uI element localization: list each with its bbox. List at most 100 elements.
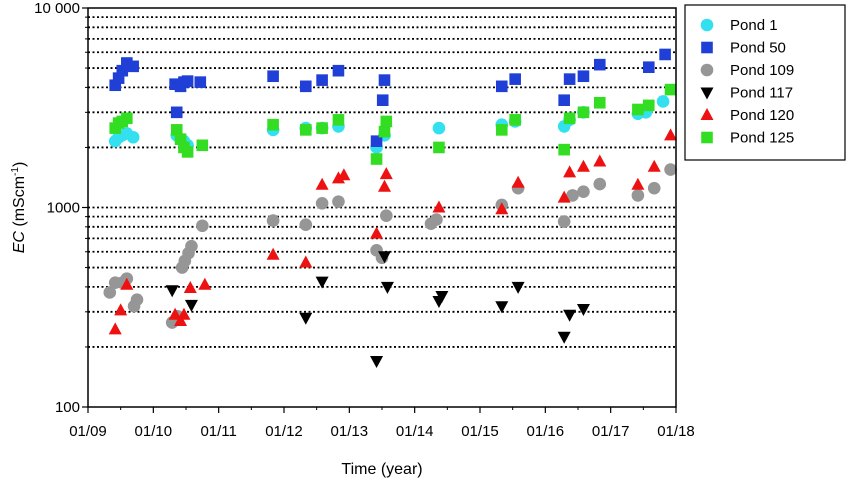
pond-117-point [370,356,384,369]
pond-120-point [174,313,188,326]
pond-109-point [103,286,117,299]
pond-125-point [170,124,183,136]
data-points [103,48,678,369]
pond-109-point [315,196,329,210]
pond-1-point [656,95,670,108]
pond-50-point [121,57,133,69]
legend-label-pond-1: Pond 1 [730,17,778,34]
pond-50-point [577,70,590,83]
x-tick-label: 01/12 [265,423,303,440]
pond-125-point [181,146,194,158]
pond-109-point [593,177,607,191]
pond-120-point [315,177,329,190]
pond-120-point [266,247,280,260]
pond-50-point [593,58,606,71]
pond-109-point [557,215,571,228]
legend-label-pond-109: Pond 109 [730,62,794,79]
x-tick-label: 01/09 [69,423,107,440]
pond-50-point [332,64,345,77]
pond-125-point [563,112,576,125]
pond-50-point [659,48,671,61]
pond-125-point [370,153,383,165]
pond-125-point [174,133,187,145]
pond-120-point [378,179,392,192]
pond-50-point [109,79,122,92]
series-pond-50 [109,48,671,147]
pond-50-point [509,73,521,85]
pond-120-point [631,177,645,190]
legend-marker-pond-125 [701,131,713,144]
legend-label-pond-125: Pond 125 [730,130,794,147]
y-axis-title-close: ) [11,162,28,167]
pond-117-point [495,301,509,314]
pond-1-point [126,130,140,144]
pond-120-point [647,159,661,172]
y-tick-label: 100 [55,399,80,416]
pond-117-point [380,281,394,294]
pond-1-point [432,121,446,135]
x-tick-label: 01/18 [657,423,695,440]
pond-109-point [185,239,198,253]
pond-125-point [632,103,644,116]
x-tick-label: 01/17 [592,423,630,440]
pond-125-point [380,115,393,128]
legend-label-pond-117: Pond 117 [730,85,793,102]
pond-109-point [631,189,645,202]
pond-125-point [299,124,312,136]
pond-120-point [593,154,607,167]
pond-120-point [379,167,393,180]
pond-50-point [642,61,655,73]
pond-117-point [184,299,198,312]
pond-117-point [299,312,313,325]
series-pond-117 [165,251,590,369]
pond-125-point [267,118,279,131]
series-pond-120 [108,128,678,335]
pond-120-point [576,159,590,172]
pond-50-point [127,60,139,73]
pond-125-point [664,83,677,96]
pond-50-point [370,135,383,147]
pond-120-point [337,168,351,181]
pond-109-point [299,218,313,231]
pond-117-point [435,291,449,304]
pond-117-point [378,251,392,264]
pond-120-point [563,165,577,178]
pond-125-point [332,114,345,126]
pond-125-point [509,114,521,126]
pond-120-point [108,322,122,335]
pond-109-point [196,219,209,233]
pond-125-point [196,139,209,152]
pond-50-point [495,80,508,93]
pond-120-point [557,190,571,203]
x-tick-label: 01/11 [200,423,236,440]
pond-109-point [577,185,590,199]
pond-120-point [370,226,384,239]
pond-50-point [376,94,389,107]
pond-125-point [558,143,570,156]
pond-117-point [557,331,571,344]
pond-50-point [194,76,207,88]
pond-117-point [511,281,525,294]
x-tick-label: 01/16 [527,423,565,440]
x-tick-label: 01/15 [461,423,499,440]
y-axis-title-exponent: -1 [10,167,21,176]
pond-50-point [181,75,194,87]
pond-50-point [112,72,125,84]
pond-50-point [563,73,576,85]
pond-109-point [566,189,579,202]
axis-ticks: 01/09 01/10 01/11 01/12 01/13 01/14 01/15 01/16… [34,0,695,440]
pond-125-point [121,112,133,125]
pond-50-point [116,64,129,77]
pond-120-point [331,171,345,184]
pond-50-point [267,70,279,83]
pond-125-point [593,96,606,109]
y-axis-title-unit: (mScm [11,176,28,231]
x-tick-label: 01/10 [135,423,173,440]
pond-120-point [168,307,182,320]
pond-125-point [316,122,328,134]
pond-117-point [563,309,577,322]
pond-120-point [664,128,678,141]
pond-117-point [165,285,179,298]
legend-marker-pond-1 [700,18,714,32]
